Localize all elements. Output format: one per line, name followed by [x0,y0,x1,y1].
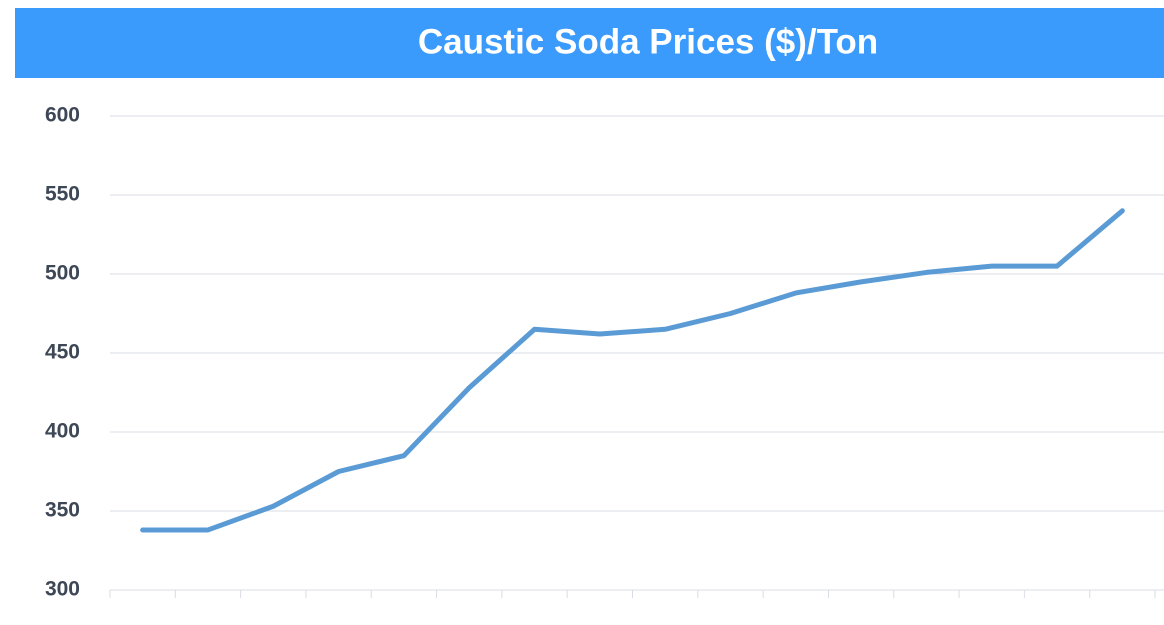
title-banner [15,8,1164,78]
line-series [140,208,1125,533]
y-tick-label: 350 [45,499,80,522]
y-tick-label: 500 [45,262,80,285]
y-tick-label: 550 [45,183,80,206]
y-tick-label: 600 [45,104,80,127]
y-tick-label: 400 [45,420,80,443]
y-tick-label: 300 [45,578,80,601]
chart-title: Caustic Soda Prices ($)/Ton [418,22,878,61]
y-tick-label: 450 [45,341,80,364]
